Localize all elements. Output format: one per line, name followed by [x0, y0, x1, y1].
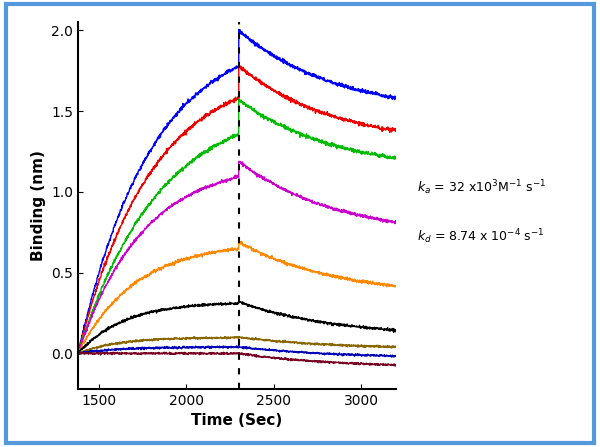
- Text: $k_d$ = 8.74 x 10$^{-4}$ s$^{-1}$: $k_d$ = 8.74 x 10$^{-4}$ s$^{-1}$: [417, 228, 545, 246]
- Y-axis label: Binding (nm): Binding (nm): [31, 150, 46, 261]
- X-axis label: Time (Sec): Time (Sec): [191, 413, 283, 428]
- Text: $k_a$ = 32 x10$^3$M$^{-1}$ s$^{-1}$: $k_a$ = 32 x10$^3$M$^{-1}$ s$^{-1}$: [417, 178, 547, 197]
